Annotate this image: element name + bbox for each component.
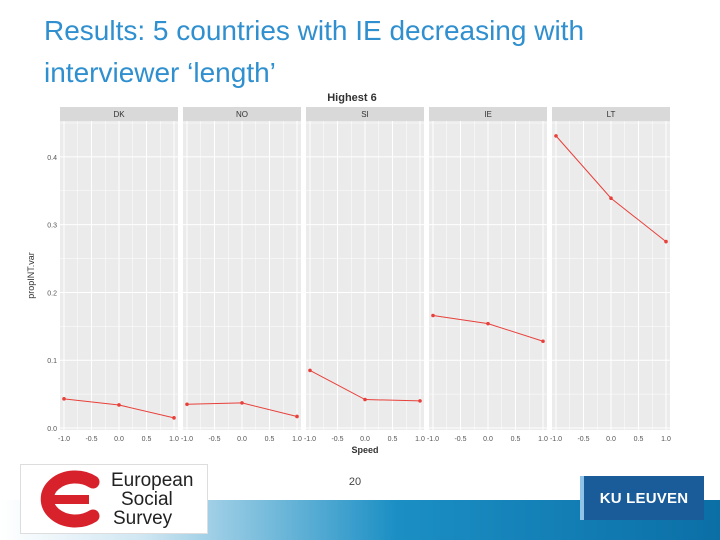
facet-strip: [552, 107, 670, 121]
facet-strip-label: DK: [113, 110, 125, 119]
x-tick-label: -1.0: [304, 436, 316, 443]
x-tick-label: -1.0: [181, 436, 193, 443]
data-point: [308, 368, 312, 373]
x-tick-label: -0.5: [454, 436, 466, 443]
data-point: [664, 239, 668, 244]
x-tick-label: -1.0: [427, 436, 439, 443]
facet-strip-label: LT: [607, 110, 616, 119]
kuleuven-logo-text: KU LEUVEN: [599, 489, 689, 507]
x-tick-label: 0.0: [483, 436, 493, 443]
kuleuven-logo: KU LEUVEN: [580, 476, 704, 520]
ess-logo-text: European Social Survey: [111, 471, 211, 528]
faceted-line-chart: Highest 6 propINT.var 0.0 0.1 0.2 0.3 0.4 DK -1.…: [22, 88, 674, 458]
x-tick-label: 1.0: [169, 436, 179, 443]
data-point: [185, 402, 189, 407]
chart-svg: Highest 6 propINT.var 0.0 0.1 0.2 0.3 0.4 DK -1.…: [26, 92, 671, 455]
x-tick-label: 0.0: [360, 436, 370, 443]
x-tick-label: -0.5: [577, 436, 589, 443]
data-point: [554, 134, 558, 138]
x-tick-label: -0.5: [331, 436, 343, 443]
x-tick-label: 0.5: [634, 436, 644, 443]
facet-strip-label: NO: [236, 110, 248, 119]
data-point: [295, 414, 299, 419]
x-tick-label: 0.5: [388, 436, 398, 443]
ess-logo: European Social Survey: [20, 464, 208, 534]
x-tick-label: 0.5: [265, 436, 275, 443]
facet-strip: [306, 107, 424, 121]
data-point: [541, 339, 545, 344]
x-tick-label: 0.0: [237, 436, 247, 443]
data-point: [62, 397, 66, 401]
data-point: [363, 397, 367, 402]
x-tick-label: -1.0: [550, 436, 562, 443]
y-tick-label: 0.1: [47, 358, 57, 365]
x-tick-label: 1.0: [292, 436, 302, 443]
facet-strip: [183, 107, 301, 121]
facet-strip-label: IE: [484, 110, 492, 119]
ess-logo-mark: [40, 470, 100, 528]
x-tick-label: 0.5: [142, 436, 152, 443]
y-axis-label: propINT.var: [26, 252, 36, 299]
x-tick-label: 0.0: [606, 436, 616, 443]
x-axis-label: Speed: [351, 445, 378, 455]
data-point: [240, 401, 244, 405]
y-tick-label: 0.2: [47, 290, 57, 297]
data-point: [117, 403, 121, 407]
slide-title: Results: 5 countries with IE decreasing …: [44, 15, 585, 88]
data-point: [418, 399, 422, 403]
facet-strip: [60, 107, 178, 121]
y-tick-label: 0.4: [47, 155, 57, 162]
facet-strip-label: SI: [361, 110, 369, 119]
x-tick-label: -0.5: [208, 436, 220, 443]
y-tick-label: 0.3: [47, 223, 57, 230]
x-tick-label: 0.0: [114, 436, 124, 443]
x-tick-label: 1.0: [661, 436, 671, 443]
facet-strip: [429, 107, 547, 121]
x-tick-label: 0.5: [511, 436, 521, 443]
x-tick-label: -0.5: [85, 436, 97, 443]
x-tick-label: 1.0: [415, 436, 425, 443]
data-point: [172, 416, 176, 420]
ess-logo-line-1: European: [111, 470, 194, 491]
ess-logo-line-2: Social: [121, 489, 173, 510]
ess-logo-line-3: Survey: [113, 508, 173, 529]
x-tick-label: 1.0: [538, 436, 548, 443]
x-tick-label: -1.0: [58, 436, 70, 443]
data-point: [431, 313, 435, 318]
data-point: [609, 196, 613, 201]
page-number: 20: [348, 476, 362, 488]
y-tick-label: 0.0: [47, 426, 57, 433]
chart-title: Highest 6: [327, 92, 377, 104]
data-point: [486, 321, 490, 326]
